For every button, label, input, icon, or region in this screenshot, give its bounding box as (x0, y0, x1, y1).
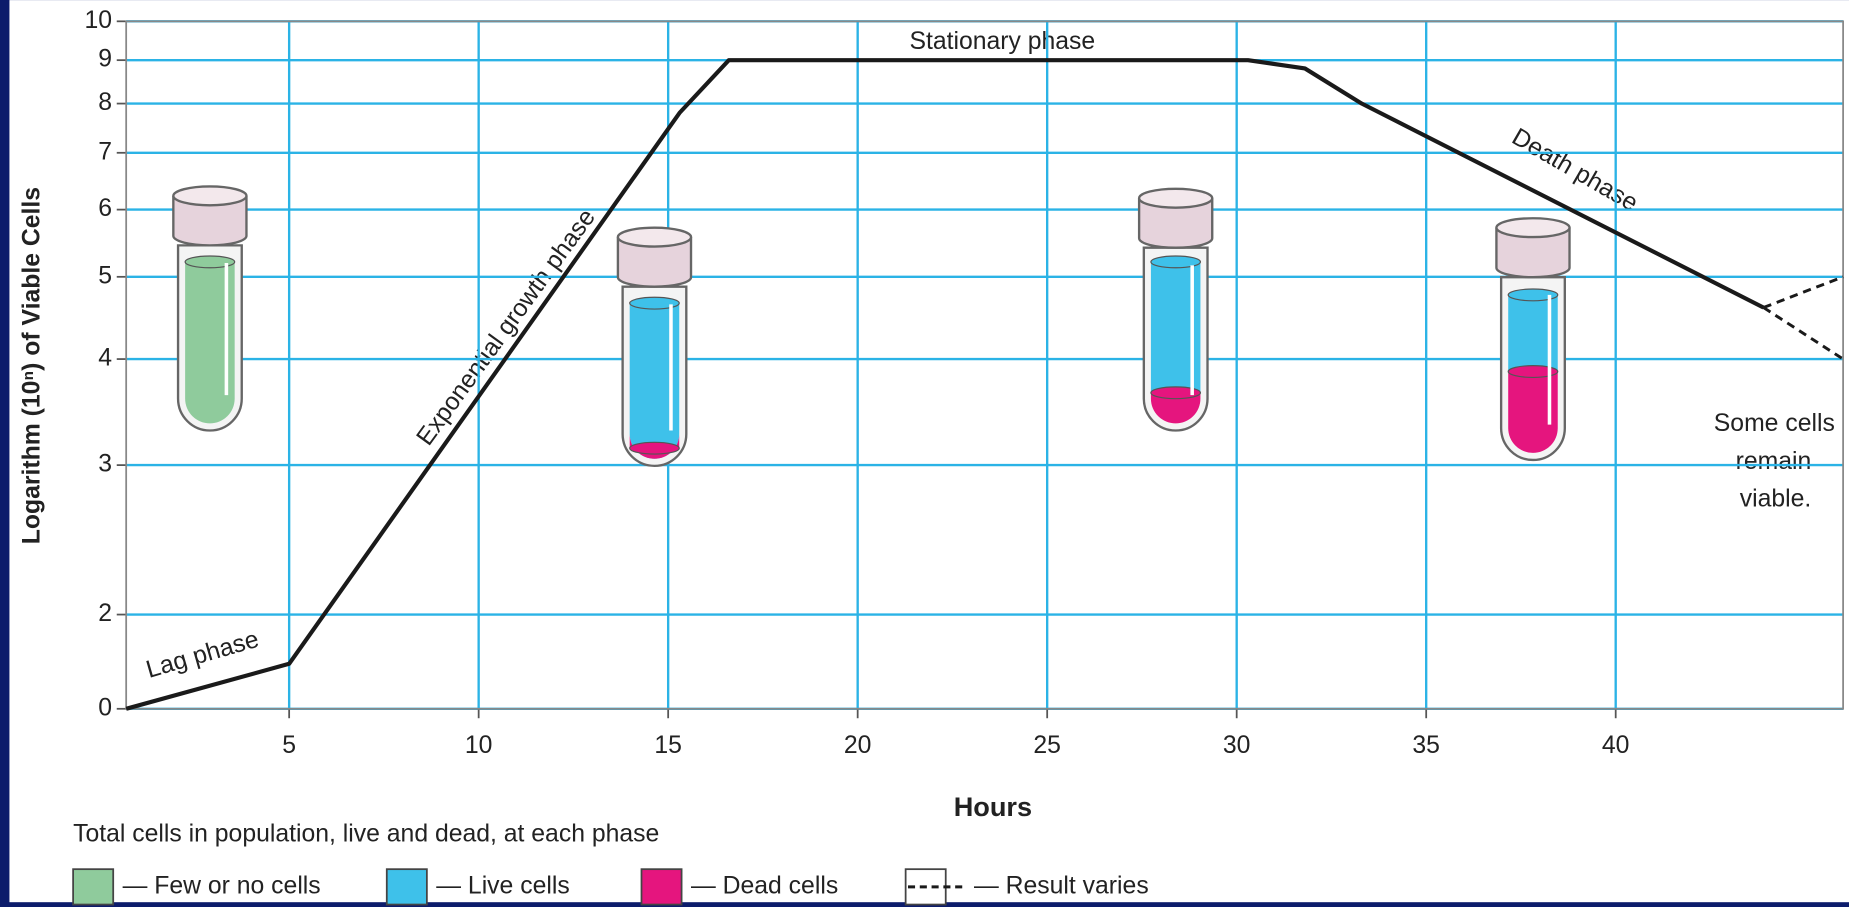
legend-title: Total cells in population, live and dead… (73, 821, 659, 848)
x-tick-label: 20 (844, 732, 872, 759)
note: Some cells (1714, 410, 1835, 437)
legend-label: — Result varies (974, 872, 1149, 899)
y-tick-label: 4 (98, 345, 112, 372)
x-tick-label: 10 (465, 732, 493, 759)
x-tick-label: 25 (1033, 732, 1061, 759)
y-tick-label: 8 (98, 89, 112, 116)
y-tick-label: 7 (98, 138, 112, 165)
note: viable. (1740, 486, 1812, 513)
test-tube (1496, 218, 1569, 460)
page: Logarithm (10ⁿ) of Viable Cells Hours To… (0, 0, 1849, 907)
y-tick-label: 5 (98, 262, 112, 289)
y-tick-label: 10 (84, 7, 112, 34)
legend-swatch (73, 869, 113, 904)
tube-cap-top (1139, 189, 1212, 208)
x-tick-label: 15 (654, 732, 682, 759)
tube-cap-top (1496, 218, 1569, 237)
test-tube (1139, 189, 1212, 431)
y-tick-label: 9 (98, 46, 112, 73)
x-tick-label: 35 (1412, 732, 1440, 759)
note: remain (1736, 448, 1812, 475)
background (9, 0, 1849, 902)
test-tube (618, 228, 691, 466)
legend-swatch (641, 869, 681, 904)
annotation: Stationary phase (909, 28, 1095, 55)
legend-label: — Dead cells (691, 872, 838, 899)
tube-cap-top (618, 228, 691, 247)
y-tick-label: 0 (98, 694, 112, 721)
y-axis-label: Logarithm (10ⁿ) of Viable Cells (19, 187, 46, 544)
chart: Logarithm (10ⁿ) of Viable Cells Hours To… (0, 0, 1849, 907)
x-tick-label: 30 (1223, 732, 1251, 759)
tube-cap-top (173, 186, 246, 205)
test-tube (173, 186, 246, 430)
legend-label: — Few or no cells (123, 872, 321, 899)
tube-fill-top (630, 442, 680, 454)
y-tick-label: 6 (98, 195, 112, 222)
legend-label: — Live cells (436, 872, 569, 899)
x-axis-label: Hours (954, 791, 1032, 822)
legend-swatch (387, 869, 427, 904)
x-tick-label: 5 (282, 732, 296, 759)
x-tick-label: 40 (1602, 732, 1630, 759)
y-tick-label: 2 (98, 600, 112, 627)
y-tick-label: 3 (98, 451, 112, 478)
